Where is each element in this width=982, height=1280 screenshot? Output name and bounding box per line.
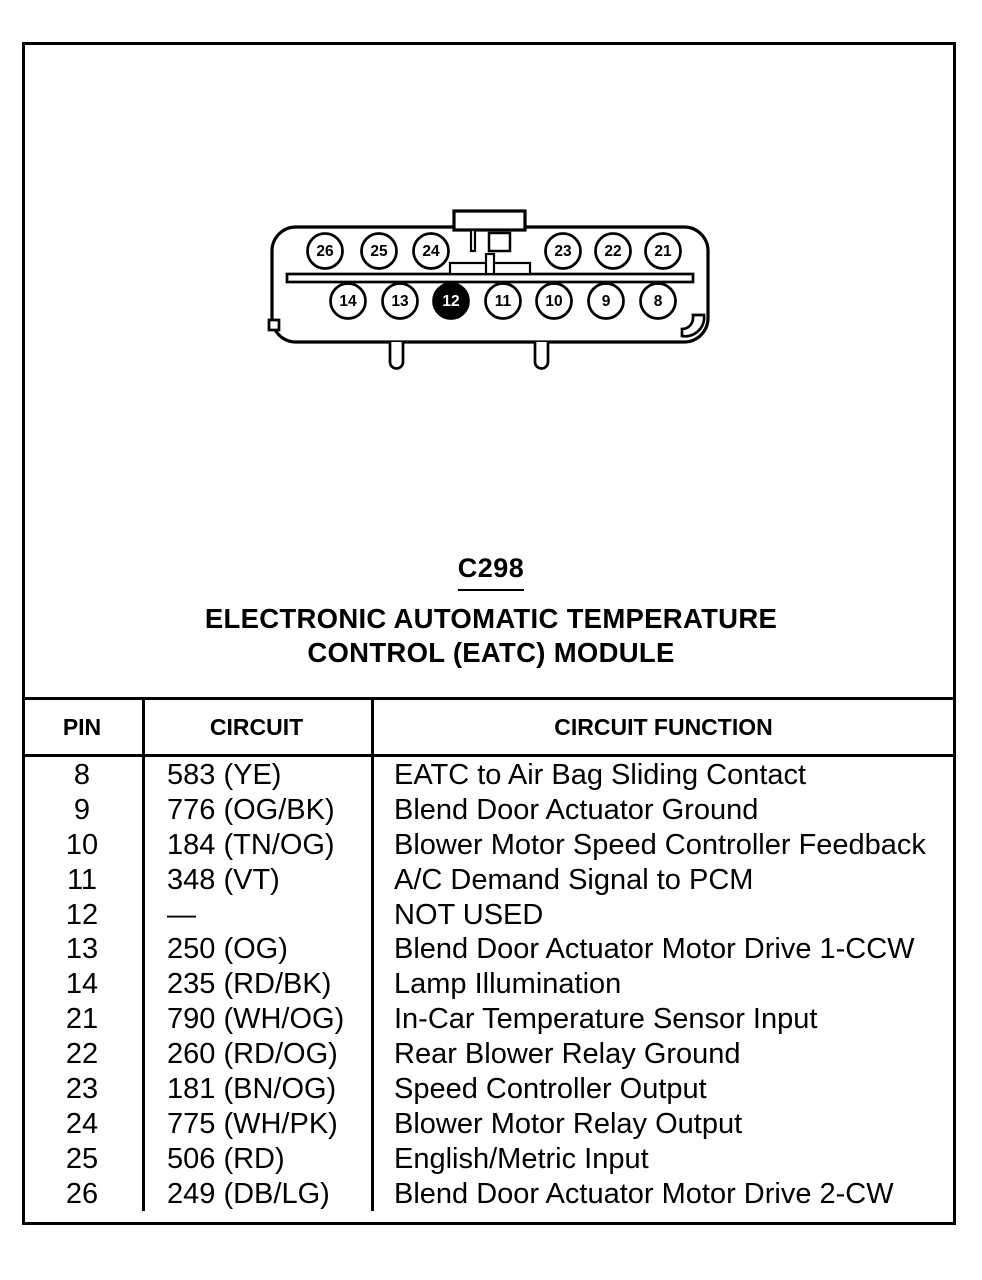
- svg-text:23: 23: [554, 243, 572, 260]
- svg-text:22: 22: [604, 243, 621, 260]
- svg-text:12: 12: [442, 293, 459, 310]
- svg-text:11: 11: [495, 293, 512, 310]
- svg-text:9: 9: [602, 293, 611, 310]
- svg-text:24: 24: [422, 243, 440, 260]
- svg-text:14: 14: [339, 293, 357, 310]
- svg-text:25: 25: [370, 243, 388, 260]
- svg-text:8: 8: [654, 293, 663, 310]
- svg-text:13: 13: [391, 293, 409, 310]
- svg-text:10: 10: [545, 293, 562, 310]
- svg-text:26: 26: [316, 243, 334, 260]
- svg-text:21: 21: [654, 243, 672, 260]
